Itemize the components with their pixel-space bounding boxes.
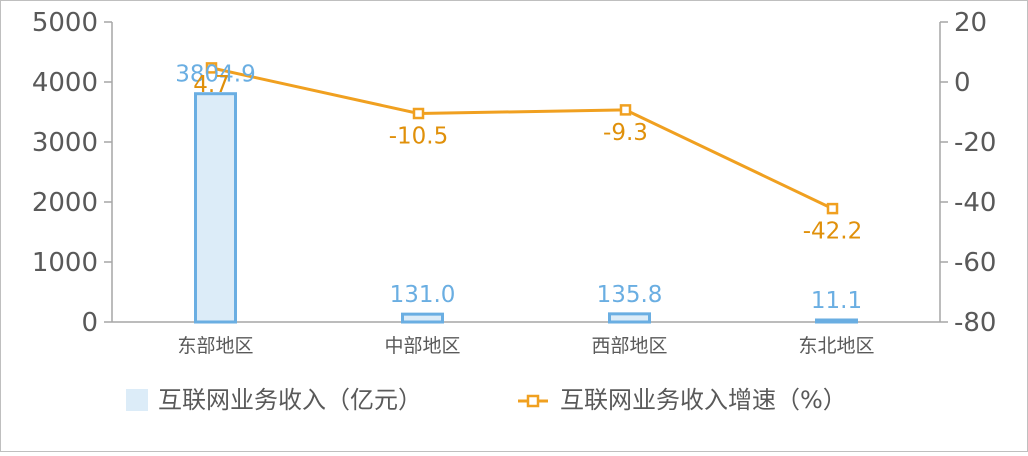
line-value-label: -10.5: [389, 124, 449, 150]
right-tick-label: -20: [954, 128, 996, 158]
x-tick-label: 东北地区: [798, 335, 874, 357]
line-value-label: -42.2: [803, 219, 863, 245]
line-point: [205, 62, 218, 74]
bar: [608, 312, 651, 324]
bar-series: [194, 92, 858, 324]
left-tick-label: 3000: [32, 128, 98, 158]
line-value-label: 4.7: [193, 72, 230, 98]
legend: 互联网业务收入（亿元） 互联网业务收入增速（%）: [126, 386, 847, 414]
legend-bar-swatch: [126, 389, 148, 411]
legend-bar-label: 互联网业务收入（亿元）: [158, 386, 422, 414]
bar-value-label: 131.0: [390, 282, 456, 308]
bar-value-label: 135.8: [597, 282, 663, 308]
line-point: [826, 202, 839, 215]
left-tick-label: 1000: [32, 248, 98, 278]
x-axis: 东部地区 中部地区 西部地区 东北地区: [112, 321, 940, 357]
x-tick-label: 中部地区: [384, 335, 460, 357]
legend-line-label: 互联网业务收入增速（%）: [560, 386, 847, 414]
bar-data-labels: 3804.9 131.0 135.8 11.1: [175, 62, 862, 314]
bar-value-label: 11.1: [811, 288, 862, 314]
legend-line-marker: [526, 394, 540, 408]
x-tick-label: 西部地区: [591, 335, 667, 357]
bar: [194, 92, 237, 324]
x-tick-label: 东部地区: [177, 335, 253, 357]
left-y-axis: 0 1000 2000 3000 4000 5000: [32, 8, 113, 338]
line-series: [205, 62, 839, 215]
line-value-label: -9.3: [603, 120, 648, 146]
bar: [815, 318, 858, 324]
right-y-axis: -80 -60 -40 -20 0 20: [939, 8, 996, 338]
right-tick-label: 20: [954, 8, 987, 38]
left-tick-label: 2000: [32, 188, 98, 218]
line-data-labels: 4.7 -10.5 -9.3 -42.2: [193, 72, 862, 245]
growth-line: [211, 66, 834, 210]
bar: [401, 312, 444, 324]
left-tick-label: 4000: [32, 68, 98, 98]
right-tick-label: -40: [954, 188, 996, 218]
line-point: [412, 107, 425, 120]
right-tick-label: 0: [954, 68, 971, 98]
bar-value-label: 3804.9: [175, 62, 255, 88]
right-tick-label: -60: [954, 248, 996, 278]
left-tick-label: 0: [81, 308, 98, 338]
left-tick-label: 5000: [32, 8, 98, 38]
right-tick-label: -80: [954, 308, 996, 338]
line-point: [619, 104, 632, 116]
